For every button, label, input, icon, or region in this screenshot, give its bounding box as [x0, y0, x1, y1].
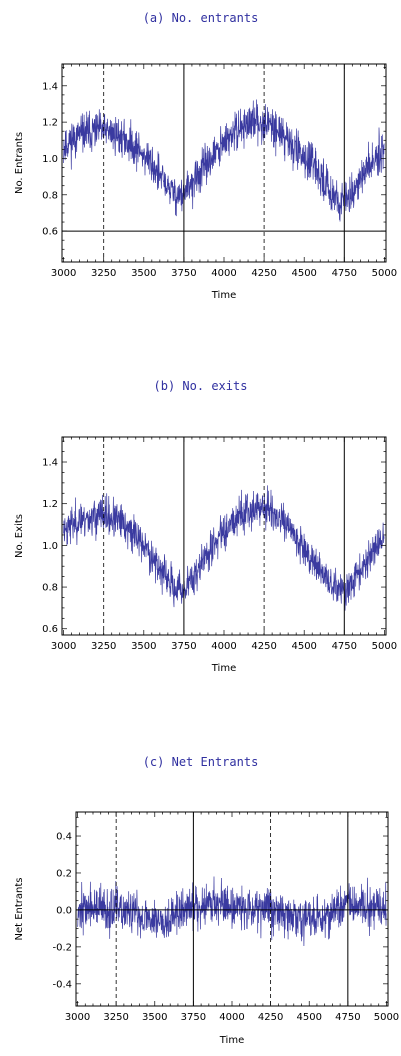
x-tick-label: 3500 [131, 641, 156, 652]
y-tick-label: 1.0 [42, 541, 58, 552]
x-tick-label: 3000 [51, 268, 76, 279]
x-tick-label: 3500 [142, 1012, 167, 1023]
y-tick-label: -0.2 [52, 942, 72, 953]
x-tick-label: 3500 [131, 268, 156, 279]
x-tick-label: 4250 [251, 268, 276, 279]
x-tick-label: 4750 [332, 268, 357, 279]
x-tick-label: 4500 [297, 1012, 322, 1023]
series-line [77, 876, 387, 947]
y-tick-label: 0.4 [56, 832, 72, 843]
y-tick-label: 0.6 [42, 227, 58, 238]
x-axis-label: Time [211, 663, 236, 674]
y-axis-label: No. Entrants [14, 132, 25, 194]
y-tick-label: 1.2 [42, 118, 58, 129]
x-tick-label: 4000 [211, 641, 236, 652]
series-line [63, 485, 385, 611]
x-tick-label: 5000 [374, 1012, 399, 1023]
chart-net-entrants: 3000 3250 3500 3750 4000 4250 4500 4750 5000 -0.4… [14, 811, 399, 1046]
x-tick-label: 5000 [372, 641, 397, 652]
plot-frame [61, 63, 387, 263]
x-tick-label: 3000 [65, 1012, 90, 1023]
x-tick-label: 4000 [211, 268, 236, 279]
chart-title-net-entrants: (c) Net Entrants [142, 755, 259, 769]
x-tick-label: 4750 [332, 641, 357, 652]
x-tick-label: 4500 [291, 268, 316, 279]
y-tick-label: 1.0 [42, 154, 58, 165]
y-tick-label: 1.4 [42, 458, 58, 469]
x-tick-label: 4000 [219, 1012, 244, 1023]
x-tick-label: 3750 [171, 268, 196, 279]
y-tick-label: 0.2 [56, 868, 72, 879]
x-tick-label: 3000 [51, 641, 76, 652]
chart-title-entrants: (a) No. entrants [142, 11, 259, 25]
y-axis-label: Net Entrants [14, 877, 25, 940]
x-tick-label: 3250 [91, 641, 116, 652]
chart-entrants: 3000 3250 3500 3750 4000 4250 4500 4750 5000 0.6 0… [14, 63, 397, 301]
x-tick-label: 4250 [251, 641, 276, 652]
y-axis-label: No. Exits [14, 514, 25, 558]
x-axis-label: Time [211, 290, 236, 301]
chart-title-exits: (b) No. exits [153, 379, 248, 393]
x-tick-label: 4750 [335, 1012, 360, 1023]
x-tick-label: 3750 [181, 1012, 206, 1023]
y-tick-label: 0.8 [42, 583, 58, 594]
y-tick-label: 1.4 [42, 81, 58, 92]
x-tick-label: 3250 [103, 1012, 128, 1023]
y-tick-label: 1.2 [42, 499, 58, 510]
x-tick-label: 3750 [171, 641, 196, 652]
x-tick-label: 4250 [258, 1012, 283, 1023]
y-tick-label: 0.8 [42, 190, 58, 201]
y-tick-label: 0.6 [42, 624, 58, 635]
series-line [63, 99, 385, 222]
x-tick-label: 3250 [91, 268, 116, 279]
x-tick-label: 5000 [372, 268, 397, 279]
x-axis-label: Time [219, 1035, 244, 1046]
x-tick-label: 4500 [291, 641, 316, 652]
y-tick-label: -0.4 [52, 979, 72, 990]
y-tick-label: 0.0 [56, 905, 72, 916]
chart-exits: 3000 3250 3500 3750 4000 4250 4500 4750 5000 0.6 0… [14, 436, 397, 674]
